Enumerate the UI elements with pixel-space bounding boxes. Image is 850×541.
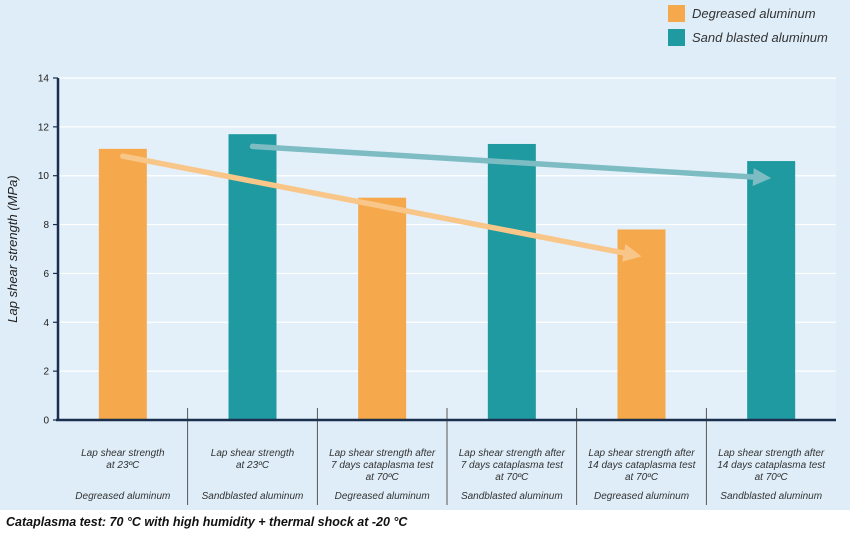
category-label-5-line-1: Lap shear strength after: [588, 448, 695, 459]
caption: Cataplasma test: 70 °C with high humidit…: [6, 515, 408, 529]
trend-arrow-line-2: [249, 143, 756, 180]
legend-label-2: Sand blasted aluminum: [692, 30, 828, 45]
category-label-3-line-1: Lap shear strength after: [329, 448, 436, 459]
y-tick-label-4: 4: [43, 318, 49, 329]
y-axis-title: Lap shear strength (MPa): [5, 175, 20, 322]
chart-panel: 0 2 4 6 8 10 12 14 Lap shear strength (MPa) Lap s…: [0, 0, 850, 510]
category-label-1-line-2: at 23ºC: [106, 460, 140, 471]
category-material-4: Sandblasted aluminum: [461, 491, 563, 502]
category-label-5-line-2: 14 days cataplasma test: [588, 460, 697, 471]
trend-arrow-head-1: [622, 244, 642, 262]
category-material-2: Sandblasted aluminum: [202, 491, 304, 502]
category-label-5-line-3: at 70ºC: [625, 472, 659, 483]
bar-6: [747, 161, 796, 421]
category-label-2-line-1: Lap shear strength: [211, 448, 295, 459]
y-tick-label-12: 12: [38, 122, 50, 133]
category-material-1: Degreased aluminum: [75, 491, 170, 502]
y-tick-label-0: 0: [43, 416, 49, 427]
category-label-6-line-2: 14 days cataplasma test: [717, 460, 826, 471]
y-tick-label-6: 6: [43, 269, 49, 280]
y-tick-label-14: 14: [38, 74, 50, 85]
bar-4: [487, 143, 536, 420]
category-label-6-line-1: Lap shear strength after: [718, 448, 825, 459]
legend-swatch-1: [668, 5, 685, 22]
legend-swatch-2: [668, 29, 685, 46]
y-tick-label-8: 8: [43, 220, 49, 231]
category-label-4-line-3: at 70ºC: [495, 472, 529, 483]
category-label-4-line-1: Lap shear strength after: [459, 448, 566, 459]
category-label-2-line-2: at 23ºC: [236, 460, 270, 471]
legend-label-1: Degreased aluminum: [692, 6, 816, 21]
category-label-3-line-3: at 70ºC: [366, 472, 400, 483]
bar-3: [358, 197, 407, 420]
category-label-6-line-3: at 70ºC: [755, 472, 789, 483]
y-tick-label-2: 2: [43, 367, 49, 378]
plot-area: [58, 78, 836, 420]
bar-5: [617, 229, 666, 420]
category-label-3-line-2: 7 days cataplasma test: [331, 460, 434, 471]
category-material-5: Degreased aluminum: [594, 491, 689, 502]
lap-shear-bar-chart: 0 2 4 6 8 10 12 14 Lap shear strength (MPa) Lap s…: [5, 5, 836, 505]
category-material-3: Degreased aluminum: [335, 491, 430, 502]
y-tick-label-10: 10: [38, 171, 50, 182]
trend-arrow-line-1: [120, 153, 627, 256]
category-label-1-line-1: Lap shear strength: [81, 448, 165, 459]
trend-arrow-head-2: [752, 168, 772, 187]
bar-1: [98, 148, 147, 421]
category-label-4-line-2: 7 days cataplasma test: [461, 460, 564, 471]
category-material-6: Sandblasted aluminum: [720, 491, 822, 502]
